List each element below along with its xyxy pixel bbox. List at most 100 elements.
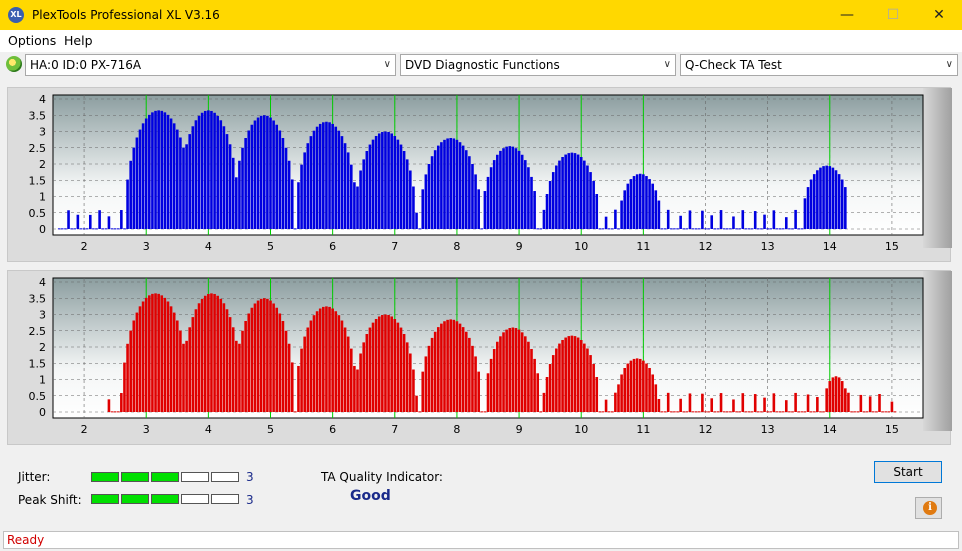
x-tick-label: 9: [516, 240, 523, 253]
data-bar: [523, 336, 527, 412]
data-bar: [138, 129, 142, 229]
y-tick-label: 4: [39, 276, 46, 289]
data-bar: [144, 118, 148, 229]
test-select[interactable]: Q-Check TA Test ∨: [680, 54, 958, 76]
data-bar: [88, 214, 92, 229]
y-tick-label: 1: [39, 191, 46, 204]
data-bar: [390, 316, 393, 412]
window-title: PlexTools Professional XL V3.16: [32, 8, 220, 22]
data-bar: [862, 411, 866, 413]
data-bar: [175, 129, 179, 229]
data-bar: [719, 210, 723, 229]
data-bar: [278, 130, 282, 229]
data-bar: [828, 381, 832, 412]
data-bar: [179, 137, 182, 229]
x-tick-label: 12: [699, 240, 713, 253]
data-bar: [322, 306, 325, 412]
data-bar: [387, 131, 390, 229]
data-bar: [725, 228, 729, 230]
drive-select-value: HA:0 ID:0 PX-716A: [30, 58, 142, 72]
data-bar: [219, 298, 223, 412]
data-bar: [120, 210, 123, 229]
status-text: Ready: [3, 531, 959, 549]
data-bar: [244, 321, 247, 412]
data-bar: [716, 411, 720, 413]
data-bar: [822, 411, 825, 413]
data-bar: [735, 228, 738, 230]
chevron-down-icon[interactable]: ∨: [663, 59, 671, 70]
data-bar: [536, 373, 540, 412]
menu-options[interactable]: Options: [8, 33, 57, 48]
x-tick-label: 6: [329, 423, 336, 436]
data-bar: [620, 374, 623, 412]
data-bar: [200, 298, 204, 412]
data-bar: [614, 209, 617, 229]
data-bar: [598, 411, 602, 413]
data-bar: [238, 343, 241, 412]
meter-segment: [181, 472, 209, 482]
data-bar: [446, 138, 449, 229]
data-bar: [216, 295, 219, 412]
data-bar: [517, 150, 521, 229]
data-bar: [216, 115, 219, 229]
data-bar: [163, 112, 167, 229]
data-bar: [517, 329, 521, 412]
y-tick-label: 3: [39, 126, 46, 139]
data-bar: [825, 165, 828, 229]
data-bar: [61, 228, 64, 230]
data-bar: [399, 327, 403, 412]
data-bar: [511, 327, 515, 412]
data-bar: [328, 122, 331, 229]
x-tick-label: 13: [761, 240, 775, 253]
data-bar: [670, 411, 673, 413]
x-tick-label: 13: [761, 423, 775, 436]
data-bar: [427, 164, 431, 229]
data-bar: [235, 340, 238, 412]
data-bar: [527, 167, 530, 229]
data-bar: [343, 327, 347, 412]
y-tick-label: 2.5: [29, 142, 47, 155]
chevron-down-icon[interactable]: ∨: [383, 59, 391, 70]
data-bar: [393, 318, 397, 412]
data-bar: [384, 314, 387, 412]
x-tick-label: 8: [453, 423, 460, 436]
data-bar: [129, 330, 132, 412]
data-bar: [710, 398, 714, 412]
minimize-button[interactable]: —: [840, 7, 854, 23]
data-bar: [362, 159, 366, 229]
data-bar: [207, 110, 210, 229]
peak-shift-value: 3: [246, 493, 254, 507]
data-bar: [610, 228, 614, 230]
start-button[interactable]: Start: [874, 461, 942, 483]
data-bar: [116, 228, 120, 230]
data-bar: [468, 337, 471, 412]
function-select[interactable]: DVD Diagnostic Functions ∨: [400, 54, 676, 76]
menu-help[interactable]: Help: [64, 33, 93, 48]
close-button[interactable]: ✕: [933, 7, 945, 23]
data-bar: [349, 164, 353, 229]
data-bar: [213, 293, 216, 412]
y-tick-label: 2: [39, 341, 46, 354]
data-bar: [297, 365, 300, 412]
drive-select[interactable]: HA:0 ID:0 PX-716A ∨: [25, 54, 396, 76]
info-button[interactable]: i: [915, 497, 942, 519]
data-bar: [297, 182, 300, 229]
data-bar: [138, 306, 142, 412]
chevron-down-icon[interactable]: ∨: [945, 59, 953, 70]
y-tick-label: 4: [39, 93, 46, 106]
peak-shift-label: Peak Shift:: [18, 493, 82, 507]
maximize-button[interactable]: ☐: [886, 7, 900, 23]
data-bar: [446, 319, 449, 412]
data-bar: [536, 228, 540, 230]
data-bar: [374, 135, 378, 229]
data-bar: [763, 397, 766, 412]
data-bar: [514, 328, 518, 412]
data-bar: [197, 115, 201, 229]
upper-chart-panel: 2 3 4 5 6 7 8 9 10 11 12 13 14 15 0 0.5 1 1.5 2 2.5 3 3.5 4: [7, 87, 952, 262]
data-bar: [471, 345, 474, 412]
data-bar: [685, 411, 689, 413]
data-bar: [303, 152, 306, 229]
data-bar: [157, 293, 160, 412]
data-bar: [601, 411, 605, 413]
data-bar: [505, 146, 508, 229]
